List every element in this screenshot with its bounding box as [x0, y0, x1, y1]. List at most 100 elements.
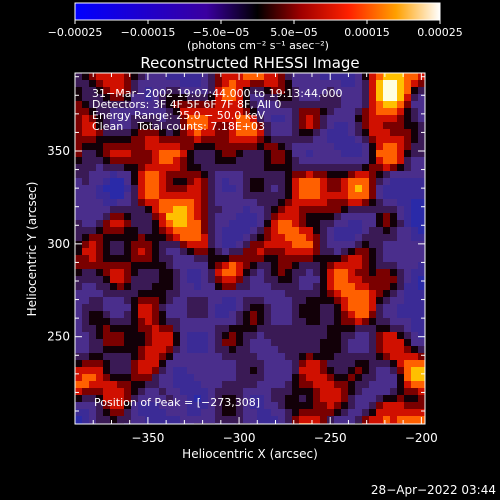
- heatmap-cell: [180, 381, 188, 389]
- heatmap-cell: [250, 353, 258, 361]
- heatmap-cell: [229, 143, 237, 151]
- heatmap-cell: [341, 108, 349, 116]
- heatmap-cell: [271, 115, 279, 123]
- heatmap-cell: [75, 248, 83, 256]
- heatmap-cell: [152, 108, 160, 116]
- heatmap-cell: [124, 402, 132, 410]
- heatmap-cell: [82, 143, 90, 151]
- heatmap-cell: [341, 339, 349, 347]
- heatmap-cell: [173, 171, 181, 179]
- heatmap-cell: [397, 360, 405, 368]
- heatmap-cell: [75, 227, 83, 235]
- heatmap-cell: [229, 150, 237, 158]
- heatmap-cell: [306, 381, 314, 389]
- heatmap-cell: [306, 283, 314, 291]
- heatmap-cell: [390, 381, 398, 389]
- heatmap-cell: [145, 227, 153, 235]
- heatmap-cell: [201, 185, 209, 193]
- heatmap-cell: [201, 395, 209, 403]
- heatmap-cell: [201, 318, 209, 326]
- heatmap-cell: [355, 255, 363, 263]
- heatmap-cell: [243, 388, 251, 396]
- heatmap-cell: [390, 269, 398, 277]
- heatmap-cell: [404, 367, 412, 375]
- heatmap-cell: [138, 269, 146, 277]
- heatmap-cell: [334, 381, 342, 389]
- heatmap-cell: [110, 157, 118, 165]
- heatmap-cell: [362, 381, 370, 389]
- heatmap-cell: [278, 353, 286, 361]
- heatmap-cell: [243, 402, 251, 410]
- heatmap-cell: [278, 346, 286, 354]
- heatmap-cell: [411, 297, 419, 305]
- heatmap-cell: [215, 248, 223, 256]
- heatmap-cell: [159, 318, 167, 326]
- heatmap-cell: [348, 353, 356, 361]
- heatmap-cell: [285, 101, 293, 109]
- heatmap-cell: [75, 241, 83, 249]
- heatmap-cell: [110, 73, 118, 81]
- heatmap-cell: [222, 157, 230, 165]
- heatmap-cell: [369, 164, 377, 172]
- heatmap-cell: [82, 311, 90, 319]
- heatmap-cell: [110, 283, 118, 291]
- heatmap-cell: [96, 269, 104, 277]
- heatmap-cell: [201, 157, 209, 165]
- heatmap-cell: [103, 276, 111, 284]
- heatmap-cell: [208, 192, 216, 200]
- heatmap-cell: [117, 346, 125, 354]
- heatmap-cell: [243, 318, 251, 326]
- heatmap-cell: [201, 297, 209, 305]
- heatmap-cell: [131, 241, 139, 249]
- heatmap-cell: [138, 192, 146, 200]
- heatmap-cell: [82, 297, 90, 305]
- heatmap-cell: [145, 409, 153, 417]
- heatmap-cell: [103, 115, 111, 123]
- heatmap-cell: [138, 101, 146, 109]
- heatmap-cell: [250, 185, 258, 193]
- heatmap-cell: [152, 332, 160, 340]
- heatmap-cell: [397, 94, 405, 102]
- heatmap-cell: [285, 297, 293, 305]
- heatmap-cell: [117, 185, 125, 193]
- heatmap-cell: [201, 381, 209, 389]
- heatmap-cell: [285, 87, 293, 95]
- heatmap-cell: [187, 80, 195, 88]
- heatmap-cell: [236, 73, 244, 81]
- heatmap-cell: [145, 171, 153, 179]
- heatmap-cell: [264, 311, 272, 319]
- heatmap-cell: [257, 367, 265, 375]
- heatmap-cell: [222, 311, 230, 319]
- heatmap-cell: [320, 248, 328, 256]
- heatmap-cell: [320, 220, 328, 228]
- heatmap-cell: [327, 80, 335, 88]
- heatmap-cell: [138, 73, 146, 81]
- heatmap-cell: [110, 94, 118, 102]
- heatmap-cell: [397, 171, 405, 179]
- heatmap-cell: [152, 353, 160, 361]
- heatmap-cell: [341, 80, 349, 88]
- heatmap-cell: [285, 157, 293, 165]
- heatmap-cell: [411, 136, 419, 144]
- heatmap-cell: [236, 164, 244, 172]
- heatmap-cell: [180, 213, 188, 221]
- heatmap-cell: [187, 192, 195, 200]
- heatmap-cell: [369, 115, 377, 123]
- heatmap-cell: [271, 311, 279, 319]
- heatmap-cell: [173, 73, 181, 81]
- heatmap-cell: [208, 381, 216, 389]
- heatmap-cell: [383, 339, 391, 347]
- heatmap-cell: [152, 157, 160, 165]
- heatmap-cell: [131, 192, 139, 200]
- heatmap-cell: [390, 87, 398, 95]
- heatmap-cell: [341, 129, 349, 137]
- heatmap-cell: [152, 129, 160, 137]
- heatmap-cell: [257, 332, 265, 340]
- heatmap-cell: [173, 192, 181, 200]
- heatmap-cell: [117, 157, 125, 165]
- heatmap-cell: [187, 416, 195, 424]
- heatmap-cell: [131, 234, 139, 242]
- heatmap-cell: [208, 311, 216, 319]
- heatmap-cell: [390, 122, 398, 130]
- heatmap-cell: [313, 143, 321, 151]
